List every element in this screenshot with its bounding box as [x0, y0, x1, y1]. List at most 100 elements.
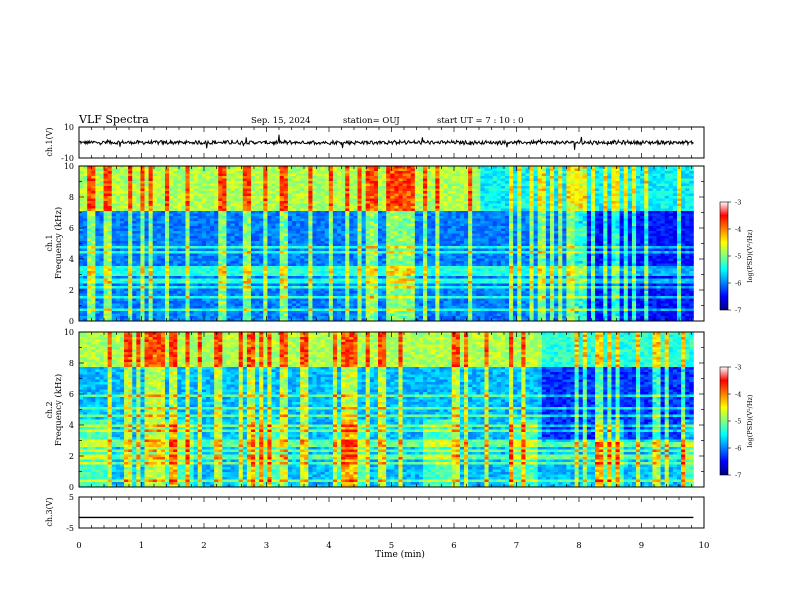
spectrogram-cell: [259, 251, 264, 254]
spectrogram-cell: [189, 201, 195, 204]
spectrogram-cell: [320, 186, 326, 189]
spectrogram-cell: [390, 181, 395, 184]
spectrogram-cell: [275, 291, 281, 294]
spectrogram-cell: [124, 238, 129, 242]
spectrogram-cell: [107, 253, 113, 257]
spectrogram-cell: [287, 201, 293, 204]
spectrogram-cell: [124, 168, 129, 172]
spectrogram-cell: [398, 271, 403, 274]
spectrogram-cell: [283, 221, 289, 224]
spectrogram-cell: [353, 248, 358, 252]
spectrogram-cell: [296, 196, 301, 199]
spectrogram-cell: [386, 218, 391, 222]
spectrogram-cell: [115, 278, 121, 282]
spectrogram-cell: [390, 261, 395, 264]
spectrogram-cell: [369, 203, 375, 207]
spectrogram-cell: [119, 178, 125, 182]
spectrogram-cell: [312, 306, 317, 309]
spectrogram-cell: [79, 258, 84, 262]
spectrogram-cell: [165, 196, 170, 199]
spectrogram-cell: [353, 243, 358, 247]
spectrogram-cell: [378, 318, 383, 322]
spectrogram-cell: [169, 273, 174, 277]
spectrogram-cell: [300, 318, 305, 322]
spectrogram-cell: [115, 188, 121, 192]
spectrogram-cell: [378, 288, 383, 292]
spectrogram-cell: [185, 283, 190, 287]
spectrogram-cell: [267, 216, 272, 219]
spectrogram-cell: [201, 191, 207, 194]
spectrogram-cell: [296, 226, 301, 229]
spectrogram-cell: [361, 243, 367, 247]
spectrogram-cell: [300, 303, 305, 307]
spectrogram-cell: [271, 296, 276, 299]
spectrogram-cell: [263, 206, 268, 209]
spectrogram-cell: [308, 298, 313, 302]
spectrogram-cell: [382, 186, 387, 189]
spectrogram-cell: [124, 303, 129, 307]
spectrogram-cell: [79, 311, 84, 314]
spectrogram-cell: [279, 258, 285, 262]
spectrogram-cell: [263, 268, 268, 272]
spectrogram-cell: [296, 178, 301, 182]
spectrogram-cell: [341, 313, 346, 317]
spectrogram-cell: [185, 236, 190, 239]
spectrogram-cell: [214, 216, 219, 219]
spectrogram-cell: [242, 303, 248, 307]
spectrogram-cell: [386, 316, 391, 319]
spectrogram-cell: [169, 238, 174, 242]
spectrogram-cell: [267, 258, 272, 262]
spectrogram-cell: [246, 301, 252, 304]
spectrogram-cell: [218, 241, 223, 244]
spectrogram-cell: [169, 196, 174, 199]
spectrogram-cell: [173, 268, 178, 272]
spectrogram-cell: [365, 173, 371, 177]
spectrogram-cell: [173, 196, 178, 199]
spectrogram-cell: [267, 238, 272, 242]
spectrogram-cell: [296, 266, 301, 269]
spectrogram-cell: [361, 278, 367, 282]
spectrogram-cell: [345, 246, 350, 249]
spectrogram-cell: [300, 223, 305, 227]
spectrogram-cell: [222, 236, 227, 239]
spectrogram-cell: [390, 228, 395, 232]
spectrogram-cell: [132, 296, 137, 299]
spectrogram-cell: [95, 226, 100, 229]
spectrogram-cell: [210, 178, 215, 182]
spectrogram-cell: [328, 271, 334, 274]
spectrogram-cell: [181, 206, 186, 209]
spectrogram-cell: [91, 178, 96, 182]
spectrogram-cell: [390, 308, 395, 312]
spectrogram-cell: [107, 173, 113, 177]
spectrogram-cell: [246, 251, 252, 254]
spectrogram-cell: [398, 276, 403, 279]
spectrogram-cell: [316, 186, 322, 189]
spectrogram-cell: [173, 311, 178, 314]
spectrogram-cell: [111, 226, 117, 229]
spectrogram-cell: [337, 201, 342, 204]
spectrogram-cell: [144, 253, 150, 257]
spectrogram-cell: [107, 293, 113, 297]
spectrogram-cell: [337, 243, 342, 247]
spectrogram-cell: [107, 251, 113, 254]
spectrogram-cell: [390, 233, 395, 237]
spectrogram-cell: [87, 248, 92, 252]
spectrogram-cell: [275, 258, 281, 262]
spectrogram-cell: [222, 276, 227, 279]
spectrogram-cell: [238, 268, 244, 272]
spectrogram-cell: [279, 198, 285, 202]
spectrogram-cell: [394, 203, 399, 207]
spectrogram-cell: [267, 263, 272, 267]
spectrogram-cell: [160, 246, 166, 249]
spectrogram-cell: [271, 308, 276, 312]
spectrogram-cell: [234, 233, 240, 237]
spectrogram-cell: [140, 286, 145, 289]
spectrogram-cell: [156, 256, 162, 259]
spectrogram-cell: [124, 181, 129, 184]
spectrogram-cell: [353, 218, 358, 222]
spectrogram-cell: [177, 168, 182, 172]
spectrogram-cell: [394, 276, 399, 279]
spectrogram-cell: [230, 248, 236, 252]
spectrogram-cell: [210, 278, 215, 282]
spectrogram-cell: [279, 306, 285, 309]
